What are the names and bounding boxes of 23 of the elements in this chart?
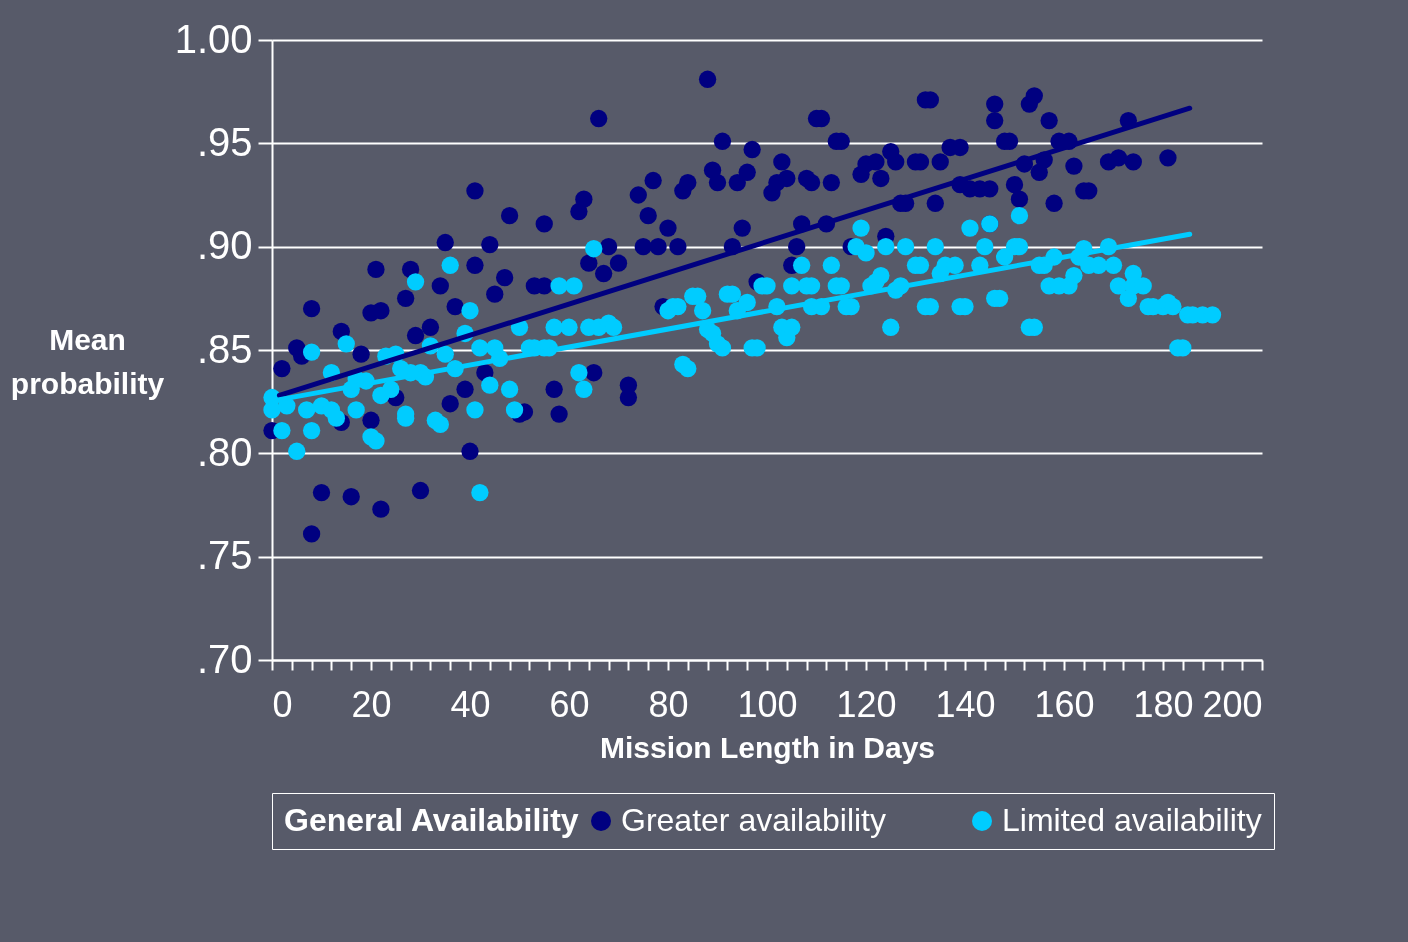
y-tick-label: .90 [196, 223, 253, 268]
x-tick-label: 40 [450, 683, 491, 725]
y-tick-label: 1.00 [174, 16, 253, 61]
x-tick-label: 100 [737, 683, 798, 725]
x-tick-label: 160 [1034, 683, 1095, 725]
legend-title: General Availability [284, 802, 579, 838]
legend-label: Limited availability [1002, 802, 1262, 838]
x-tick-label: 180 [1133, 683, 1194, 725]
y-tick-label: .95 [196, 119, 253, 164]
y-tick-label: .85 [196, 326, 253, 371]
y-tick-label: .80 [196, 429, 253, 474]
y-axis-title: Mean probability [10, 322, 165, 400]
x-tick-label: 20 [351, 683, 392, 725]
y-tick-label: .70 [196, 636, 253, 681]
x-axis-title: Mission Length in Days [599, 730, 936, 764]
x-tick-label: 200 [1202, 683, 1263, 725]
y-tick-label: .75 [196, 533, 253, 578]
x-tick-label: 0 [272, 683, 293, 725]
x-tick-label: 120 [836, 683, 897, 725]
legend-label: Greater availability [621, 802, 886, 838]
x-tick-label: 60 [549, 683, 590, 725]
x-tick-label: 140 [935, 683, 996, 725]
x-tick-label: 80 [648, 683, 689, 725]
